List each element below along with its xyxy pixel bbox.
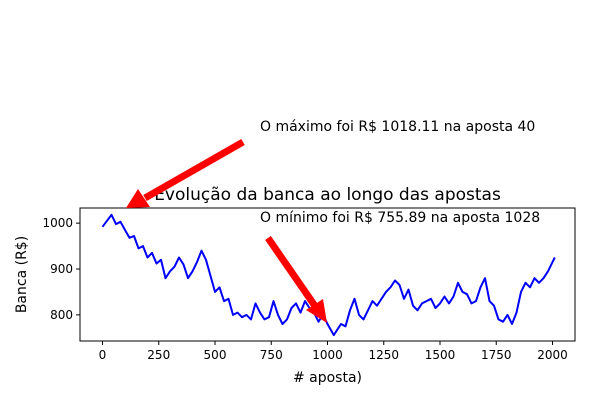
- y-tick-label-1: 900: [50, 262, 73, 276]
- x-tick-label-1: 250: [147, 348, 170, 362]
- x-tick-label-5: 1250: [368, 348, 399, 362]
- max-annotation-arrow-shaft: [143, 138, 245, 202]
- x-tick-label-2: 500: [204, 348, 227, 362]
- max-annotation-arrowhead: [126, 189, 150, 208]
- x-tick-label-8: 2000: [537, 348, 568, 362]
- min-annotation-arrowhead: [306, 299, 327, 323]
- y-tick-label-0: 800: [50, 308, 73, 322]
- min-annotation-arrow-shaft: [265, 236, 318, 308]
- y-axis-label: Banca (R$): [14, 236, 30, 313]
- x-tick-label-6: 1500: [425, 348, 456, 362]
- x-tick-label-4: 1000: [312, 348, 343, 362]
- x-tick-label-0: 0: [99, 348, 107, 362]
- chart-title: Evolução da banca ao longo das apostas: [154, 185, 501, 205]
- max-annotation-text: O máximo foi R$ 1018.11 na aposta 40: [260, 119, 535, 135]
- min-annotation-text: O mínimo foi R$ 755.89 na aposta 1028: [260, 210, 540, 226]
- series-line-0: [101, 213, 556, 337]
- y-tick-label-2: 1000: [42, 216, 73, 230]
- x-tick-label-3: 750: [260, 348, 283, 362]
- x-tick-label-7: 1750: [481, 348, 512, 362]
- x-axis-label: # aposta): [293, 370, 362, 386]
